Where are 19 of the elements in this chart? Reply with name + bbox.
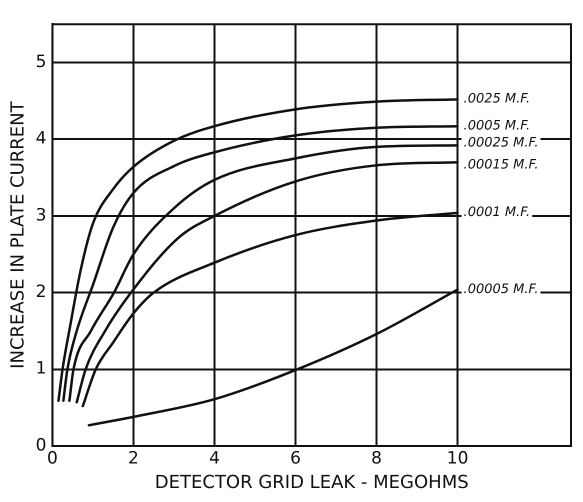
x-tick-label: 10 bbox=[446, 448, 468, 469]
series-label: .00015 M.F. bbox=[464, 158, 538, 173]
y-tick-label: 5 bbox=[36, 52, 46, 72]
x-axis-title: DETECTOR GRID LEAK - MEGOHMS bbox=[154, 472, 469, 493]
y-axis-title: INCREASE IN PLATE CURRENT bbox=[7, 100, 28, 369]
y-tick-label: 3 bbox=[36, 205, 46, 226]
series-label: .0005 M.F. bbox=[464, 118, 530, 134]
x-tick-label: 8 bbox=[371, 448, 382, 469]
series-label: .00005 M.F. bbox=[464, 282, 538, 297]
series-label: .00025 M.F. bbox=[464, 136, 538, 151]
y-tick-label: 2 bbox=[36, 282, 46, 302]
series-label: .0025 M.F. bbox=[464, 92, 530, 107]
x-tick-label: 2 bbox=[128, 448, 139, 469]
y-tick-label: 1 bbox=[36, 358, 46, 379]
y-tick-label: 0 bbox=[36, 435, 46, 456]
y-tick-label: 4 bbox=[36, 128, 46, 149]
x-tick-label: 6 bbox=[290, 448, 301, 469]
x-tick-label: 4 bbox=[209, 448, 220, 469]
series-label: .0001 M.F. bbox=[464, 205, 530, 220]
